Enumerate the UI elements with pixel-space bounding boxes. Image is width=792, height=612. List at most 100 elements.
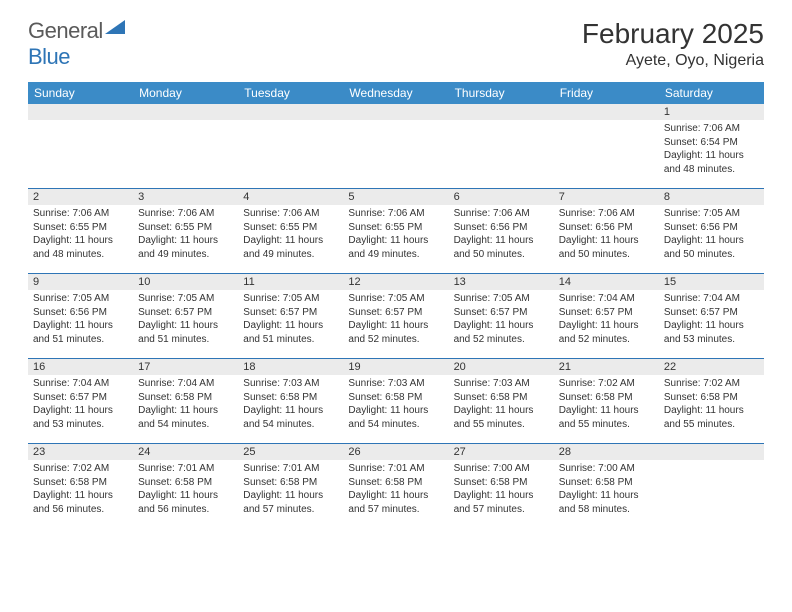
sunset-text: Sunset: 6:56 PM	[33, 306, 128, 320]
calendar-day: 17Sunrise: 7:04 AMSunset: 6:58 PMDayligh…	[133, 359, 238, 443]
daylight-text: Daylight: 11 hours and 50 minutes.	[454, 234, 549, 261]
day-details: Sunrise: 7:03 AMSunset: 6:58 PMDaylight:…	[449, 375, 554, 435]
calendar-day: 20Sunrise: 7:03 AMSunset: 6:58 PMDayligh…	[449, 359, 554, 443]
sunset-text: Sunset: 6:57 PM	[243, 306, 338, 320]
day-number: 15	[659, 274, 764, 290]
calendar-day: 23Sunrise: 7:02 AMSunset: 6:58 PMDayligh…	[28, 444, 133, 528]
day-number	[238, 104, 343, 120]
sunrise-text: Sunrise: 7:04 AM	[33, 377, 128, 391]
day-details: Sunrise: 7:06 AMSunset: 6:55 PMDaylight:…	[238, 205, 343, 265]
logo-text-general: General	[28, 18, 103, 43]
day-details: Sunrise: 7:00 AMSunset: 6:58 PMDaylight:…	[449, 460, 554, 520]
sunrise-text: Sunrise: 7:03 AM	[454, 377, 549, 391]
calendar-week: 23Sunrise: 7:02 AMSunset: 6:58 PMDayligh…	[28, 443, 764, 528]
calendar-day: 1Sunrise: 7:06 AMSunset: 6:54 PMDaylight…	[659, 104, 764, 188]
daylight-text: Daylight: 11 hours and 56 minutes.	[138, 489, 233, 516]
day-details: Sunrise: 7:03 AMSunset: 6:58 PMDaylight:…	[238, 375, 343, 435]
daylight-text: Daylight: 11 hours and 53 minutes.	[664, 319, 759, 346]
sunset-text: Sunset: 6:58 PM	[559, 476, 654, 490]
day-number: 12	[343, 274, 448, 290]
day-number: 9	[28, 274, 133, 290]
sunset-text: Sunset: 6:58 PM	[454, 476, 549, 490]
sunrise-text: Sunrise: 7:06 AM	[559, 207, 654, 221]
daylight-text: Daylight: 11 hours and 52 minutes.	[559, 319, 654, 346]
sunset-text: Sunset: 6:55 PM	[243, 221, 338, 235]
calendar-day	[659, 444, 764, 528]
day-number: 24	[133, 444, 238, 460]
sunset-text: Sunset: 6:54 PM	[664, 136, 759, 150]
day-details: Sunrise: 7:05 AMSunset: 6:57 PMDaylight:…	[343, 290, 448, 350]
day-number: 6	[449, 189, 554, 205]
sunrise-text: Sunrise: 7:01 AM	[243, 462, 338, 476]
sunrise-text: Sunrise: 7:02 AM	[33, 462, 128, 476]
daylight-text: Daylight: 11 hours and 51 minutes.	[33, 319, 128, 346]
calendar-day: 26Sunrise: 7:01 AMSunset: 6:58 PMDayligh…	[343, 444, 448, 528]
sunrise-text: Sunrise: 7:06 AM	[33, 207, 128, 221]
day-number: 25	[238, 444, 343, 460]
day-number: 28	[554, 444, 659, 460]
sunset-text: Sunset: 6:58 PM	[243, 391, 338, 405]
sunset-text: Sunset: 6:57 PM	[664, 306, 759, 320]
daylight-text: Daylight: 11 hours and 57 minutes.	[348, 489, 443, 516]
calendar-day: 6Sunrise: 7:06 AMSunset: 6:56 PMDaylight…	[449, 189, 554, 273]
day-details: Sunrise: 7:04 AMSunset: 6:57 PMDaylight:…	[28, 375, 133, 435]
calendar-day: 11Sunrise: 7:05 AMSunset: 6:57 PMDayligh…	[238, 274, 343, 358]
day-details: Sunrise: 7:05 AMSunset: 6:56 PMDaylight:…	[659, 205, 764, 265]
day-number: 27	[449, 444, 554, 460]
daylight-text: Daylight: 11 hours and 54 minutes.	[243, 404, 338, 431]
day-number: 3	[133, 189, 238, 205]
daylight-text: Daylight: 11 hours and 57 minutes.	[454, 489, 549, 516]
logo-sail-icon	[105, 20, 125, 39]
day-number: 19	[343, 359, 448, 375]
day-details: Sunrise: 7:04 AMSunset: 6:57 PMDaylight:…	[659, 290, 764, 350]
day-number: 4	[238, 189, 343, 205]
day-details: Sunrise: 7:01 AMSunset: 6:58 PMDaylight:…	[343, 460, 448, 520]
sunset-text: Sunset: 6:58 PM	[348, 391, 443, 405]
calendar-day	[449, 104, 554, 188]
day-details: Sunrise: 7:02 AMSunset: 6:58 PMDaylight:…	[554, 375, 659, 435]
daylight-text: Daylight: 11 hours and 51 minutes.	[243, 319, 338, 346]
daylight-text: Daylight: 11 hours and 49 minutes.	[348, 234, 443, 261]
calendar-day: 10Sunrise: 7:05 AMSunset: 6:57 PMDayligh…	[133, 274, 238, 358]
dow-monday: Monday	[133, 82, 238, 104]
day-details: Sunrise: 7:05 AMSunset: 6:57 PMDaylight:…	[133, 290, 238, 350]
calendar-day	[238, 104, 343, 188]
calendar-week: 16Sunrise: 7:04 AMSunset: 6:57 PMDayligh…	[28, 358, 764, 443]
sunset-text: Sunset: 6:58 PM	[243, 476, 338, 490]
day-number: 14	[554, 274, 659, 290]
day-number: 7	[554, 189, 659, 205]
calendar-day: 25 Sunrise: 7:01 AMSunset: 6:58 PMDayligh…	[238, 444, 343, 528]
daylight-text: Daylight: 11 hours and 57 minutes.	[243, 489, 338, 516]
location-label: Ayete, Oyo, Nigeria	[582, 52, 764, 70]
sunset-text: Sunset: 6:57 PM	[559, 306, 654, 320]
day-number: 20	[449, 359, 554, 375]
calendar-week: 9Sunrise: 7:05 AMSunset: 6:56 PMDaylight…	[28, 273, 764, 358]
day-number: 16	[28, 359, 133, 375]
daylight-text: Daylight: 11 hours and 54 minutes.	[138, 404, 233, 431]
sunrise-text: Sunrise: 7:03 AM	[243, 377, 338, 391]
day-details: Sunrise: 7:01 AMSunset: 6:58 PMDaylight:…	[133, 460, 238, 520]
sunset-text: Sunset: 6:58 PM	[664, 391, 759, 405]
dow-sunday: Sunday	[28, 82, 133, 104]
sunrise-text: Sunrise: 7:05 AM	[454, 292, 549, 306]
calendar-day: 2Sunrise: 7:06 AMSunset: 6:55 PMDaylight…	[28, 189, 133, 273]
daylight-text: Daylight: 11 hours and 48 minutes.	[33, 234, 128, 261]
daylight-text: Daylight: 11 hours and 52 minutes.	[454, 319, 549, 346]
calendar-day: 13Sunrise: 7:05 AMSunset: 6:57 PMDayligh…	[449, 274, 554, 358]
sunrise-text: Sunrise: 7:05 AM	[33, 292, 128, 306]
weeks-container: 1Sunrise: 7:06 AMSunset: 6:54 PMDaylight…	[28, 104, 764, 528]
sunrise-text: Sunrise: 7:04 AM	[138, 377, 233, 391]
day-details: Sunrise: 7:06 AMSunset: 6:54 PMDaylight:…	[659, 120, 764, 180]
sunset-text: Sunset: 6:58 PM	[138, 476, 233, 490]
sunset-text: Sunset: 6:55 PM	[348, 221, 443, 235]
sunrise-text: Sunrise: 7:04 AM	[664, 292, 759, 306]
calendar-day: 16Sunrise: 7:04 AMSunset: 6:57 PMDayligh…	[28, 359, 133, 443]
calendar-day: 5Sunrise: 7:06 AMSunset: 6:55 PMDaylight…	[343, 189, 448, 273]
calendar-day: 8Sunrise: 7:05 AMSunset: 6:56 PMDaylight…	[659, 189, 764, 273]
sunrise-text: Sunrise: 7:05 AM	[664, 207, 759, 221]
day-details: Sunrise: 7:06 AMSunset: 6:56 PMDaylight:…	[449, 205, 554, 265]
dow-saturday: Saturday	[659, 82, 764, 104]
day-number: 23	[28, 444, 133, 460]
calendar-day: 28Sunrise: 7:00 AMSunset: 6:58 PMDayligh…	[554, 444, 659, 528]
day-details: Sunrise: 7:05 AMSunset: 6:57 PMDaylight:…	[449, 290, 554, 350]
